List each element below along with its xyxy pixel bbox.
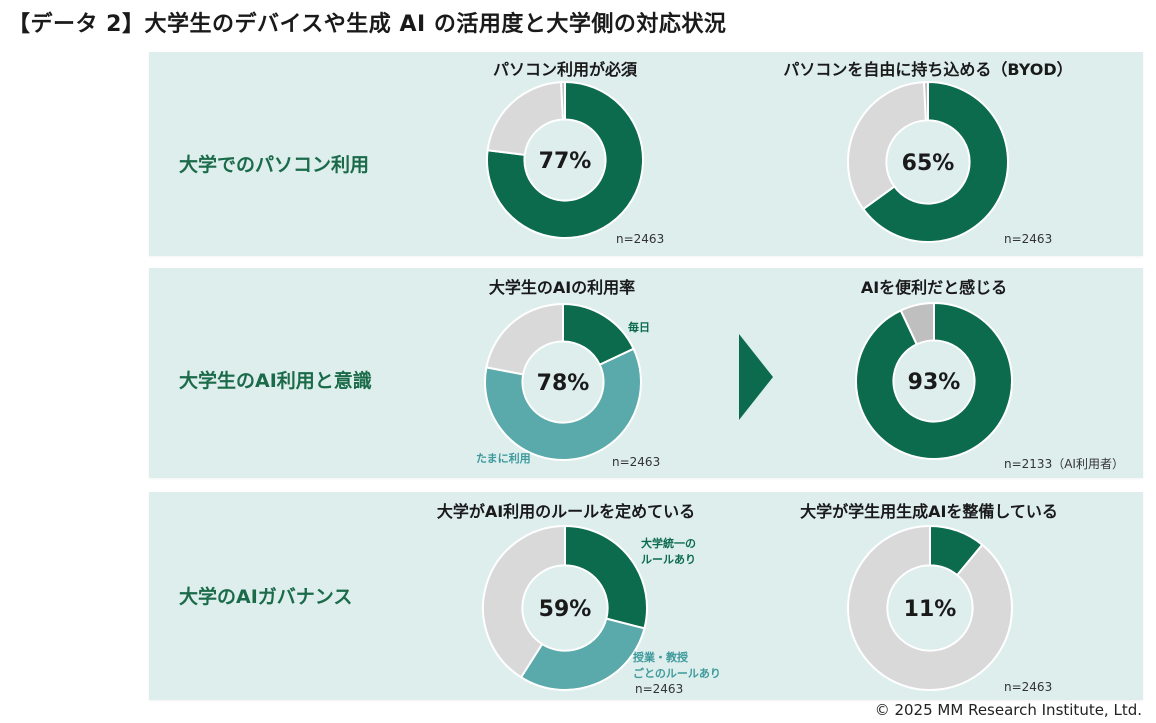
donut-segment-0 <box>564 524 648 630</box>
center-value: 78% <box>537 371 590 396</box>
donut-hole <box>894 341 974 421</box>
donut-segment-2 <box>485 302 564 376</box>
donut-segment-2 <box>922 80 929 122</box>
panel-ai-governance: 大学のAIガバナンス 大学がAI利用のルールを定めている 59% 大学統一の ル… <box>149 492 1143 700</box>
copyright: © 2025 MM Research Institute, Ltd. <box>874 701 1142 719</box>
chart-title: AIを便利だと感じる <box>860 278 1008 297</box>
donut-segment-1 <box>899 301 935 346</box>
center-value: 59% <box>539 597 592 622</box>
donut-segment-2 <box>560 80 566 121</box>
donut-chart: 65% <box>847 80 1009 243</box>
center-value: 65% <box>902 151 955 176</box>
chart-title: パソコンを自由に持ち込める（BYOD） <box>783 60 1073 79</box>
donut-hole <box>887 121 969 203</box>
chart-title: パソコン利用が必須 <box>492 60 638 79</box>
donut-hole <box>523 566 607 650</box>
donut-segment-1 <box>519 617 646 691</box>
donut-hole <box>523 342 603 422</box>
donut-chart: 78% <box>484 302 642 461</box>
donut-chart: 11% <box>847 524 1013 691</box>
chart-title: 大学生のAIの利用率 <box>488 278 636 297</box>
donut-chart: 59% <box>482 524 648 691</box>
page-title: 【データ 2】大学生のデバイスや生成 AI の活用度と大学側の対応状況 <box>8 12 727 37</box>
donut-segment-1 <box>847 81 927 211</box>
donut-segment-2 <box>482 524 566 679</box>
sample-size: n=2463 <box>1004 680 1053 694</box>
sample-size: n=2463 <box>1004 232 1053 246</box>
donut-chart: 93% <box>855 301 1013 460</box>
donut-segment-1 <box>484 347 642 461</box>
sample-size: n=2463 <box>635 682 684 696</box>
donut-segment-0 <box>861 80 1009 243</box>
chart-title: 大学がAI利用のルールを定めている <box>436 502 696 521</box>
row-label: 大学生のAI利用と意識 <box>179 370 372 392</box>
segment-label-sometimes: たまに利用 <box>476 452 531 465</box>
segment-label-daily: 毎日 <box>628 321 650 334</box>
center-value: 77% <box>539 149 592 174</box>
panel-ai-usage: 大学生のAI利用と意識 大学生のAIの利用率 78% 毎日 たまに利用 n=24… <box>149 268 1143 478</box>
donut-hole <box>888 566 972 650</box>
donut-hole <box>525 120 605 200</box>
row-label: 大学のAIガバナンス <box>179 586 353 608</box>
donut-segment-0 <box>855 301 1013 460</box>
segment-label-class-rules: 授業・教授 ごとのルールあり <box>633 651 721 680</box>
donut-segment-0 <box>486 80 644 239</box>
sample-size: n=2463 <box>612 455 661 469</box>
center-value: 93% <box>908 370 961 395</box>
center-value: 11% <box>904 597 957 622</box>
arrow-right-icon <box>739 334 773 420</box>
segment-label-unified-rules: 大学統一の ルールあり <box>641 537 696 566</box>
row-label: 大学でのパソコン利用 <box>179 154 370 176</box>
chart-title: 大学が学生用生成AIを整備している <box>800 502 1058 521</box>
sample-size: n=2463 <box>616 232 665 246</box>
sample-size: n=2133（AI利用者） <box>1004 457 1124 471</box>
donut-segment-1 <box>847 524 1013 691</box>
panel-pc-usage: 大学でのパソコン利用 パソコン利用が必須 77% n=2463 パソコンを自由に… <box>149 52 1143 256</box>
donut-chart: 77% <box>486 80 644 239</box>
